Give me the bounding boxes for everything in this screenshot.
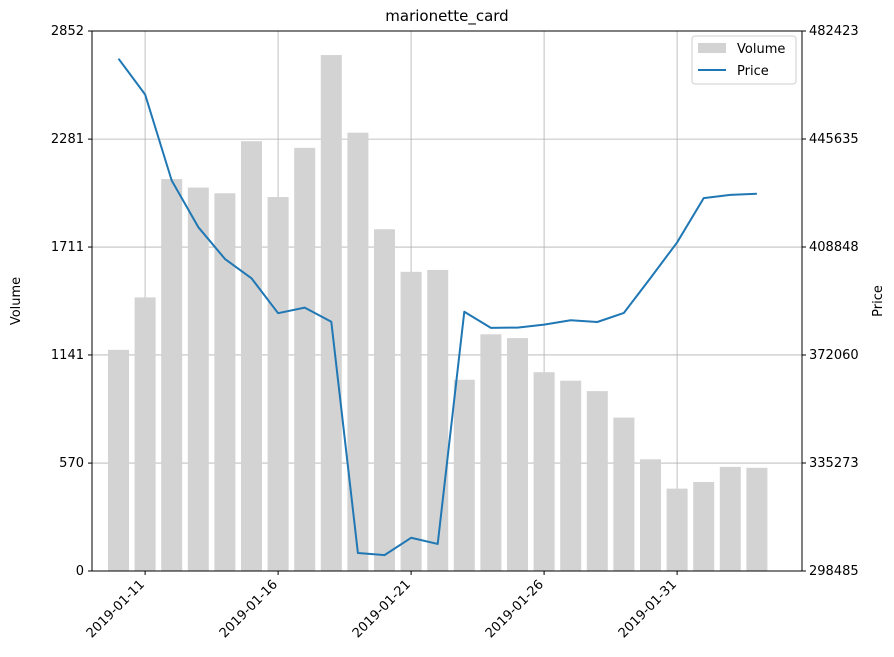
volume-bar: [241, 141, 262, 571]
volume-bar: [320, 55, 342, 572]
y-axis-label: Volume: [9, 277, 24, 325]
volume-bars: [108, 55, 768, 572]
volume-bar: [374, 229, 395, 571]
right-tick-label: 372060: [809, 348, 859, 363]
volume-bar: [161, 179, 183, 571]
x-tick-label: 2019-01-31: [616, 577, 680, 641]
volume-bar: [400, 271, 422, 571]
x-tick-label: 2019-01-26: [483, 577, 547, 641]
volume-bar: [533, 372, 555, 571]
left-tick-label: 2281: [51, 132, 84, 147]
volume-bar: [267, 197, 289, 572]
legend-volume-swatch: [698, 43, 726, 53]
price-line: [117, 58, 757, 557]
left-tick-label: 2852: [51, 24, 84, 39]
volume-bar: [134, 297, 156, 571]
volume-bar: [640, 459, 661, 571]
right-tick-label: 445635: [809, 132, 859, 147]
left-axis-ticks: 0 570 1141 1711 2281 2852: [51, 24, 92, 579]
right-tick-label: 298485: [809, 564, 859, 579]
volume-bar: [294, 147, 316, 571]
right-tick-label: 408848: [809, 240, 859, 255]
legend-volume-label: Volume: [737, 42, 785, 57]
right-tick-label: 335273: [809, 456, 859, 471]
plot-frame: [91, 30, 803, 572]
left-tick-label: 0: [76, 564, 84, 579]
volume-bar: [480, 334, 502, 571]
volume-bar: [560, 380, 582, 571]
volume-bar: [453, 379, 475, 571]
legend: Volume Price: [691, 35, 797, 85]
volume-bar: [347, 132, 369, 571]
volume-bar: [586, 391, 608, 571]
volume-bar: [187, 187, 209, 572]
right-axis-ticks: 298485 335273 372060 408848 445635 482423: [802, 24, 859, 579]
left-tick-label: 1711: [51, 240, 84, 255]
volume-bar: [613, 417, 635, 571]
legend-price-label: Price: [737, 64, 769, 79]
volume-bar: [746, 467, 768, 571]
volume-bar: [693, 482, 715, 571]
x-tick-label: 2019-01-21: [350, 577, 414, 641]
y2-axis-label: Price: [871, 285, 886, 317]
left-tick-label: 1141: [51, 348, 84, 363]
x-tick-label: 2019-01-11: [84, 577, 148, 641]
left-tick-label: 570: [59, 456, 84, 471]
volume-bar: [666, 488, 688, 571]
x-axis-ticks: 2019-01-11 2019-01-16 2019-01-21 2019-01-26…: [84, 571, 680, 641]
volume-bar: [427, 269, 449, 571]
volume-bar: [108, 349, 129, 571]
x-tick-label: 2019-01-16: [217, 577, 281, 641]
volume-bar: [507, 338, 528, 571]
volume-bar: [214, 193, 236, 571]
chart-title: marionette_card: [385, 7, 508, 26]
volume-bar: [719, 466, 741, 571]
right-tick-label: 482423: [809, 24, 859, 39]
